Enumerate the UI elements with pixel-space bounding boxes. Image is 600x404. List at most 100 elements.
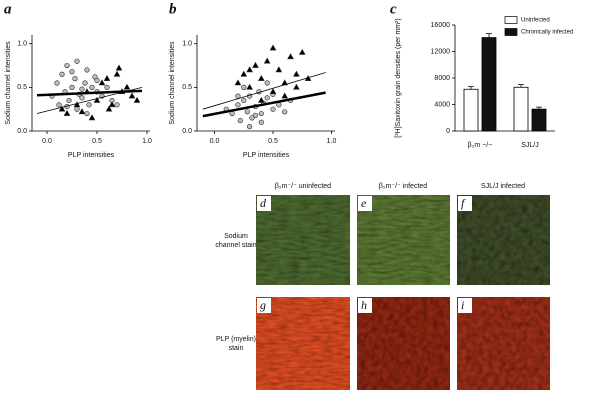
point (258, 110, 264, 117)
point (281, 92, 289, 99)
x-tick-label: 1.0 (142, 138, 152, 145)
bar (463, 88, 479, 132)
point (123, 83, 131, 90)
point (82, 80, 88, 86)
point (258, 96, 265, 103)
point (104, 84, 110, 90)
y-tick-label: 16000 (431, 22, 451, 29)
panel-letter: c (390, 1, 397, 17)
point (235, 102, 241, 108)
panel-letter: e (361, 196, 367, 210)
point (74, 106, 80, 112)
y-axis-label: Sodium channel intensities (169, 41, 176, 125)
y-tick-label: 0.0 (182, 128, 192, 135)
point (56, 102, 62, 108)
point (93, 96, 101, 103)
point (88, 114, 96, 121)
letter-box (458, 196, 472, 211)
legend-label: Chronically infected (521, 30, 573, 36)
point (84, 110, 90, 117)
point (249, 115, 255, 121)
error-bar (518, 84, 524, 88)
x-tick-label: β₂m −/− (468, 142, 493, 149)
point (115, 64, 123, 71)
micrograph-e (357, 195, 450, 285)
point (298, 48, 306, 55)
letter-box (257, 298, 271, 313)
fit-line (202, 72, 326, 110)
point (54, 80, 60, 86)
column-header: β₂m⁻/⁻ infected (379, 183, 427, 190)
panel-letter: f (461, 196, 466, 210)
y-axis-label: Sodium channel intensities (5, 41, 12, 125)
point (133, 96, 141, 103)
legend-swatch (504, 16, 518, 24)
point (241, 84, 247, 90)
point (86, 102, 92, 108)
row-label: Sodium (224, 233, 248, 240)
letter-box (257, 196, 271, 211)
x-tick-label: SJL/J (521, 142, 539, 149)
point (270, 106, 276, 112)
x-tick-label: 0.0 (210, 138, 220, 145)
point (293, 83, 300, 90)
point (275, 66, 283, 73)
y-tick-label: 12000 (431, 48, 451, 55)
point (84, 67, 90, 73)
point (94, 77, 100, 83)
point (79, 95, 85, 101)
point (264, 95, 270, 101)
y-tick-label: 0 (446, 128, 450, 135)
row-label: channel stain (215, 242, 256, 249)
letter-box (358, 298, 372, 313)
point (69, 69, 75, 75)
point (276, 102, 282, 108)
point (241, 97, 247, 104)
y-tick-label: 0.0 (17, 128, 27, 135)
point (244, 109, 250, 115)
micrograph-h (357, 297, 450, 390)
column-header: SJL/J infected (481, 183, 525, 190)
point (258, 75, 265, 81)
micrograph-d (256, 195, 350, 285)
point (263, 57, 271, 64)
point (103, 75, 111, 81)
point (113, 70, 121, 77)
point (269, 44, 277, 51)
point (240, 70, 248, 77)
letter-box (358, 196, 372, 211)
point (114, 102, 120, 108)
micrograph-letters: d e f g h i (257, 196, 472, 313)
point (282, 109, 288, 115)
micrographs (256, 195, 550, 390)
point (269, 88, 277, 95)
point (237, 117, 243, 124)
legend-swatch (504, 28, 518, 36)
panel-letter: i (461, 298, 464, 312)
point (246, 83, 253, 90)
point (66, 97, 72, 104)
point (252, 61, 259, 68)
point (258, 119, 264, 125)
error-bar (536, 106, 542, 110)
y-tick-label: 0.5 (182, 84, 192, 91)
panel-letter: g (260, 298, 266, 312)
point (69, 84, 75, 90)
panel-letter: b (169, 1, 177, 17)
point (74, 58, 80, 64)
error-bar (468, 86, 474, 90)
letter-box (458, 298, 472, 313)
point (235, 93, 241, 99)
y-axis-label: [³H]Saxitoxin grain densities (per mm²) (395, 18, 402, 137)
point (247, 124, 253, 130)
panel-letter: a (4, 1, 12, 17)
error-bar (486, 33, 492, 38)
x-tick-label: 0.5 (92, 138, 102, 145)
fit-line (36, 86, 143, 114)
point (128, 92, 136, 99)
point (108, 101, 116, 108)
x-axis-label: PLP intensities (243, 152, 290, 159)
point (264, 80, 270, 86)
panel-letter: h (361, 298, 367, 312)
point (63, 109, 71, 116)
